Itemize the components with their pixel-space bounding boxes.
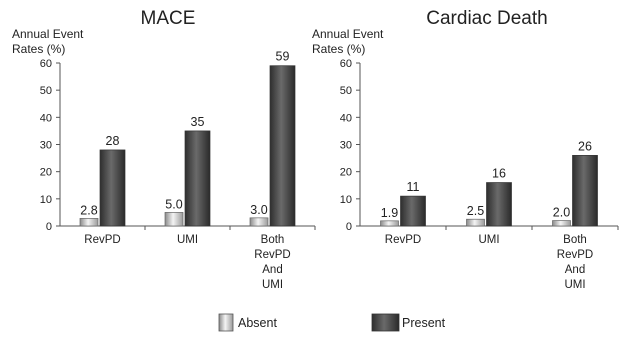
bar-present — [99, 149, 126, 227]
y-tick-label: 30 — [40, 140, 52, 152]
bar-present — [269, 65, 296, 227]
legend-swatch-present — [371, 313, 400, 332]
y-axis-label: Annual Event — [312, 27, 384, 41]
x-tick-label: UMI — [177, 234, 198, 246]
data-label-absent: 5.0 — [165, 197, 182, 211]
data-label-absent: 3.0 — [250, 203, 267, 217]
y-tick-label: 10 — [340, 194, 352, 206]
y-axis-label: Annual Event — [12, 27, 84, 41]
bar-present — [400, 195, 426, 227]
data-label-present: 11 — [407, 180, 420, 194]
y-tick-label: 60 — [340, 58, 352, 70]
legend-label-present: Present — [402, 316, 446, 330]
bar-present — [184, 130, 211, 227]
bar-absent — [79, 218, 99, 227]
bar-absent — [552, 220, 571, 227]
legend-swatch-absent — [218, 313, 234, 332]
y-axis-label: Rates (%) — [12, 42, 65, 56]
data-label-absent: 2.8 — [80, 203, 97, 217]
data-label-present: 16 — [492, 167, 506, 181]
data-label-absent: 2.0 — [553, 206, 570, 220]
x-tick-label: Both — [563, 234, 587, 246]
y-tick-label: 0 — [46, 221, 52, 233]
x-tick-label: UMI — [262, 279, 283, 291]
y-tick-label: 30 — [340, 140, 352, 152]
y-tick-label: 60 — [40, 58, 52, 70]
x-tick-label: And — [262, 264, 282, 276]
data-label-present: 26 — [578, 139, 592, 153]
x-tick-label: RevPD — [84, 234, 120, 246]
y-axis-label: Rates (%) — [312, 42, 365, 56]
legend-label-absent: Absent — [238, 316, 277, 330]
data-label-present: 35 — [191, 115, 205, 129]
x-tick-label: RevPD — [557, 249, 593, 261]
chart-title: Cardiac Death — [426, 8, 547, 29]
bar-present — [572, 155, 598, 227]
x-tick-label: And — [565, 264, 585, 276]
y-tick-label: 10 — [40, 194, 52, 206]
data-label-present: 59 — [276, 50, 290, 64]
bar-absent — [164, 212, 184, 227]
x-tick-label: Both — [261, 234, 285, 246]
legend: Absent Present — [218, 313, 446, 332]
x-tick-label: UMI — [478, 234, 499, 246]
data-label-absent: 2.5 — [467, 204, 484, 218]
data-label-absent: 1.9 — [381, 206, 398, 220]
bar-present — [486, 182, 512, 227]
x-tick-label: RevPD — [254, 249, 290, 261]
bar-absent — [380, 220, 399, 227]
y-tick-label: 50 — [40, 85, 52, 97]
x-tick-label: RevPD — [385, 234, 421, 246]
bar-absent — [466, 218, 485, 227]
y-tick-label: 40 — [340, 112, 352, 124]
y-tick-label: 0 — [346, 221, 352, 233]
y-tick-label: 20 — [40, 167, 52, 179]
x-tick-label: UMI — [564, 279, 585, 291]
bar-absent — [249, 217, 269, 227]
y-tick-label: 20 — [340, 167, 352, 179]
data-label-present: 28 — [106, 134, 120, 148]
chart-title: MACE — [141, 8, 196, 29]
y-tick-label: 50 — [340, 85, 352, 97]
y-tick-label: 40 — [40, 112, 52, 124]
